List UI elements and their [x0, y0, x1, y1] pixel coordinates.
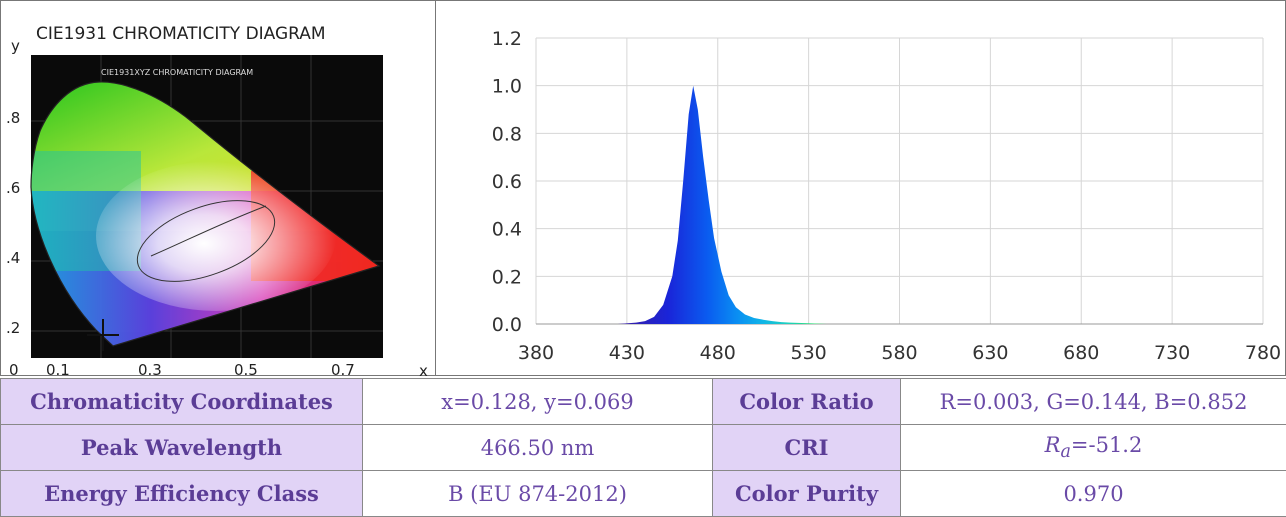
- cie-y-axis-label: y: [11, 37, 20, 55]
- cri-subscript: a: [1060, 442, 1070, 462]
- cri-label: CRI: [713, 425, 901, 471]
- x-tick-label: 480: [700, 342, 736, 364]
- x-tick-label: 580: [881, 342, 917, 364]
- y-tick-label: 0.6: [492, 171, 522, 193]
- cie-diagram-panel: CIE1931 CHROMATICITY DIAGRAM y CIE1931XY…: [0, 0, 436, 376]
- x-tick-label: 530: [790, 342, 826, 364]
- cie-inner-title: CIE1931XYZ CHROMATICITY DIAGRAM: [101, 68, 253, 77]
- y-tick-label: 1.2: [492, 28, 522, 50]
- cri-value: Ra=-51.2: [901, 425, 1286, 471]
- spectrum-y-ticks: 0.0 0.2 0.4 0.6 0.8 1.0 1.2: [492, 28, 522, 336]
- chromaticity-coordinates-label: Chromaticity Coordinates: [1, 379, 363, 425]
- spectrum-panel: 0.0 0.2 0.4 0.6 0.8 1.0 1.2 380 430 480 530 580 630…: [436, 0, 1286, 376]
- y-tick-label: 0.2: [492, 266, 522, 288]
- cie-y-tick: .6: [6, 179, 20, 197]
- cie-x-tick: 0.7: [331, 361, 355, 377]
- color-purity-value: 0.970: [901, 471, 1286, 517]
- cie-title: CIE1931 CHROMATICITY DIAGRAM: [36, 24, 326, 44]
- cie-x-axis-label: x: [419, 362, 428, 377]
- x-tick-label: 730: [1154, 342, 1190, 364]
- cie-x-tick: 0.5: [234, 361, 258, 377]
- cie-x-tick: 0.3: [138, 361, 162, 377]
- cie-y-tick: .4: [6, 249, 20, 267]
- x-tick-label: 630: [972, 342, 1008, 364]
- spectrum-grid: [536, 38, 1263, 324]
- chromaticity-coordinates-value: x=0.128, y=0.069: [363, 379, 713, 425]
- peak-wavelength-value: 466.50 nm: [363, 425, 713, 471]
- y-tick-label: 0.8: [492, 123, 522, 145]
- spectrum-summary-table: Chromaticity Coordinates x=0.128, y=0.06…: [0, 378, 1286, 517]
- table-row: Chromaticity Coordinates x=0.128, y=0.06…: [1, 379, 1286, 425]
- table-row: Peak Wavelength 466.50 nm CRI Ra=-51.2: [1, 425, 1286, 471]
- y-tick-label: 0.4: [492, 219, 522, 241]
- color-ratio-value: R=0.003, G=0.144, B=0.852: [901, 379, 1286, 425]
- cri-symbol: R: [1045, 433, 1061, 457]
- cie-y-tick: .8: [6, 109, 20, 127]
- color-ratio-label: Color Ratio: [713, 379, 901, 425]
- y-tick-label: 1.0: [492, 76, 522, 98]
- color-purity-label: Color Purity: [713, 471, 901, 517]
- energy-efficiency-class-label: Energy Efficiency Class: [1, 471, 363, 517]
- cri-number: =-51.2: [1071, 433, 1142, 457]
- spectrum-chart: 0.0 0.2 0.4 0.6 0.8 1.0 1.2 380 430 480 530 580 630…: [436, 1, 1285, 377]
- cie-x-tick: 0: [9, 361, 19, 377]
- cie-y-tick: .2: [6, 319, 20, 337]
- x-tick-label: 780: [1245, 342, 1281, 364]
- x-tick-label: 680: [1063, 342, 1099, 364]
- x-tick-label: 380: [518, 342, 554, 364]
- spectrum-x-ticks: 380 430 480 530 580 630 680 730 780: [518, 342, 1281, 364]
- peak-wavelength-label: Peak Wavelength: [1, 425, 363, 471]
- y-tick-label: 0.0: [492, 314, 522, 336]
- x-tick-label: 430: [609, 342, 645, 364]
- cie-diagram: CIE1931 CHROMATICITY DIAGRAM y CIE1931XY…: [1, 1, 437, 377]
- table-row: Energy Efficiency Class B (EU 874-2012) …: [1, 471, 1286, 517]
- cie-x-tick: 0.1: [46, 361, 70, 377]
- energy-efficiency-class-value: B (EU 874-2012): [363, 471, 713, 517]
